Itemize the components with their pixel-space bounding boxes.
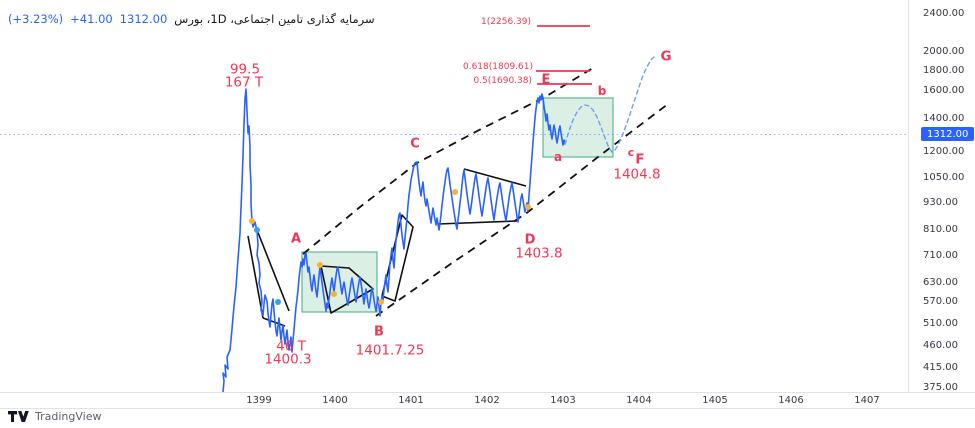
forecast-projection-path[interactable]: [564, 56, 655, 153]
tradingview-logo-icon: [8, 410, 29, 422]
price-axis-tick: 1400.00: [923, 113, 965, 124]
price-axis-tick: 2400.00: [923, 8, 965, 19]
time-axis-tick: 1407: [854, 395, 880, 406]
price-axis-tick: 570.00: [923, 296, 958, 307]
pattern-line[interactable]: [256, 229, 290, 312]
price-axis-tick: 930.00: [923, 197, 958, 208]
pattern-line[interactable]: [437, 220, 518, 225]
marker-dot-yellow[interactable]: [452, 189, 458, 195]
annotation-label[interactable]: E: [542, 73, 551, 88]
price-scale[interactable]: 1312.00 2400.00 2000.00 1800.00 1600.00 1400…: [908, 0, 975, 393]
marker-dot-yellow[interactable]: [378, 299, 384, 305]
marker-dot-yellow[interactable]: [317, 262, 323, 268]
annotation-label[interactable]: 1400.3: [264, 352, 311, 368]
price-axis-tick: 375.00: [923, 382, 958, 393]
pattern-line[interactable]: [262, 317, 286, 327]
tradingview-logo-text: TradingView: [35, 410, 102, 423]
price-axis-tick: 1050.00: [923, 172, 965, 183]
time-axis-tick: 1405: [702, 395, 728, 406]
price-axis-tick: 630.00: [923, 277, 958, 288]
marker-dot-cyan[interactable]: [254, 227, 260, 233]
annotation-label[interactable]: B: [374, 325, 384, 340]
symbol-header: (+3.23%) +41.00 1312.00 سرمایه گذاری تام…: [8, 12, 375, 26]
symbol-title[interactable]: سرمایه گذاری تامین اجتماعی، 1D، بورس: [174, 12, 375, 26]
change-percent: (+3.23%): [8, 12, 64, 26]
price-axis-tick: 1800.00: [923, 65, 965, 76]
price-axis-tick: 460.00: [923, 340, 958, 351]
annotation-label[interactable]: 1(2256.39): [481, 17, 531, 27]
pattern-line[interactable]: [463, 168, 527, 187]
price-axis-tick: 2000.00: [923, 46, 965, 57]
annotation-label[interactable]: 1401.7.25: [356, 343, 425, 359]
annotation-label[interactable]: A: [291, 232, 301, 247]
annotation-label[interactable]: 1403.8: [515, 246, 562, 262]
annotation-label[interactable]: 99.5: [230, 62, 260, 78]
annotation-label[interactable]: b: [598, 84, 607, 98]
pattern-line[interactable]: [247, 235, 264, 319]
annotation-label[interactable]: 46 T: [276, 339, 306, 355]
annotation-label[interactable]: F: [635, 152, 644, 168]
annotation-label[interactable]: 167 T: [225, 75, 264, 91]
price-axis-tick: 810.00: [923, 224, 958, 235]
annotation-label[interactable]: D: [525, 233, 536, 248]
time-axis-tick: 1400: [322, 395, 348, 406]
annotation-label[interactable]: 0.618(1809.61): [463, 62, 533, 72]
time-axis-tick: 1406: [778, 395, 804, 406]
last-price: 1312.00: [119, 12, 168, 26]
annotation-label[interactable]: c: [628, 146, 635, 159]
marker-dot-yellow[interactable]: [525, 204, 531, 210]
annotation-label[interactable]: a: [554, 150, 562, 164]
trend-line-upper-channel[interactable]: [302, 67, 594, 255]
price-axis-tick: 1600.00: [923, 85, 965, 96]
annotation-label[interactable]: 1404.8: [613, 167, 660, 183]
price-axis-tick: 710.00: [923, 250, 958, 261]
time-scale[interactable]: 1399 1400 1401 1402 1403 1404 1405 1406 1407: [0, 392, 975, 409]
tradingview-logo[interactable]: TradingView: [8, 410, 101, 423]
time-axis-tick: 1402: [474, 395, 500, 406]
price-axis-tick: 510.00: [923, 318, 958, 329]
marker-dot-yellow[interactable]: [331, 291, 337, 297]
annotation-label[interactable]: G: [660, 49, 671, 65]
marker-dot-cyan[interactable]: [275, 299, 281, 305]
marker-dot-yellow[interactable]: [249, 218, 255, 224]
time-axis-tick: 1401: [398, 395, 424, 406]
annotation-label[interactable]: C: [410, 137, 420, 152]
trend-line-lower-channel[interactable]: [375, 103, 669, 317]
current-price-badge: 1312.00: [921, 127, 975, 141]
price-axis-tick: 1200.00: [923, 146, 965, 157]
time-axis-tick: 1404: [626, 395, 652, 406]
time-axis-tick: 1399: [246, 395, 272, 406]
annotation-label[interactable]: 0.5(1690.38): [473, 76, 532, 86]
change-value: +41.00: [70, 12, 113, 26]
time-axis-tick: 1403: [550, 395, 576, 406]
price-series-line[interactable]: [222, 88, 566, 392]
price-axis-tick: 415.00: [923, 362, 958, 373]
